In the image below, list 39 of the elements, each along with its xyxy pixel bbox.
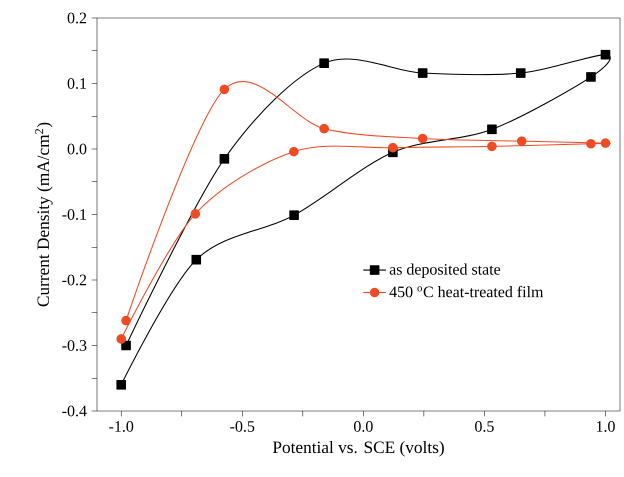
legend-label: as deposited state xyxy=(390,264,500,278)
point xyxy=(121,316,131,326)
point xyxy=(418,68,428,78)
point xyxy=(487,124,497,134)
x-tick-label: -1.0 xyxy=(109,421,134,432)
y-tick-label: 0.0 xyxy=(68,144,86,154)
point xyxy=(190,209,200,219)
x-tick-label: -0.5 xyxy=(230,421,254,432)
point xyxy=(289,146,299,156)
point xyxy=(516,68,526,78)
y-tick-label: 0.1 xyxy=(68,78,86,89)
point xyxy=(586,72,596,82)
y-tick-label: -0.1 xyxy=(62,209,86,220)
x-axis-title: Potential vs. SCE (volts) xyxy=(272,440,444,457)
point xyxy=(319,58,329,68)
point xyxy=(289,210,299,220)
point xyxy=(600,50,610,60)
point xyxy=(388,142,398,152)
point xyxy=(418,134,428,144)
point xyxy=(116,380,126,390)
x-tick-label: 1.0 xyxy=(596,421,615,432)
point xyxy=(116,334,126,344)
x-tick-label: 0.0 xyxy=(354,421,373,432)
y-tick-label: -0.2 xyxy=(62,274,86,286)
point xyxy=(191,254,202,264)
y-axis-title: Current Density (mA/cm$^{2}$) xyxy=(35,122,53,306)
point xyxy=(487,142,497,152)
point xyxy=(600,138,610,148)
y-tick-label: -0.3 xyxy=(62,340,86,351)
legend-label: 450 $^{o}$C heat-treated film xyxy=(389,286,544,298)
y-tick-label: 0.2 xyxy=(68,12,86,24)
point xyxy=(121,340,131,350)
y-tick-label: -0.4 xyxy=(62,406,87,416)
point xyxy=(220,84,230,94)
point xyxy=(220,154,230,164)
x-tick-label: 0.5 xyxy=(475,421,494,432)
point xyxy=(319,124,329,134)
point xyxy=(516,136,527,146)
point xyxy=(586,138,596,149)
